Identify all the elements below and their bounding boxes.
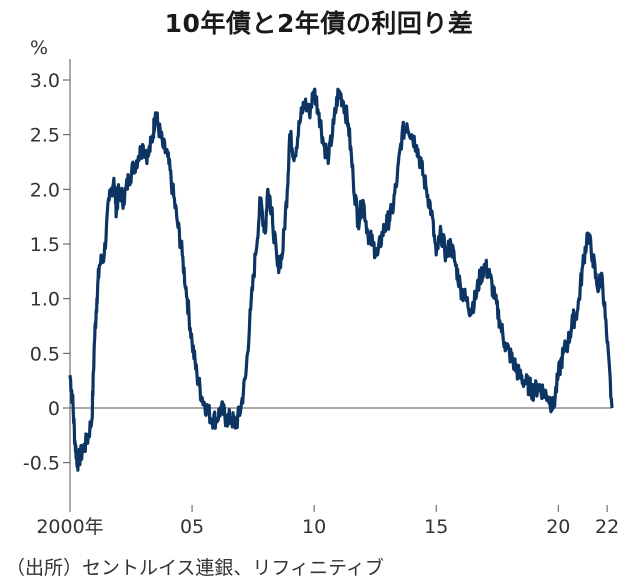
x-tick-label: 22 (595, 516, 619, 538)
y-tick-label: 1.5 (30, 234, 60, 256)
y-tick-label: 0 (48, 398, 60, 420)
y-tick-label: 1.0 (30, 289, 60, 311)
chart-ticks: % 3.0 2.5 2.0 1.5 1.0 0.5 0 -0.5 2000年 05 10 15 20 22 (23, 37, 619, 538)
x-tick-label: 2000年 (36, 516, 103, 538)
y-tick-label: -0.5 (23, 453, 60, 475)
chart-plot-area (68, 87, 614, 472)
x-tick-label: 05 (180, 516, 204, 538)
y-tick-label: 2.0 (30, 179, 60, 201)
chart-axes (69, 59, 612, 505)
source-note: （出所）セントルイス連銀、リフィニティブ (6, 557, 384, 579)
chart-title: 10年債と2年債の利回り差 (164, 9, 474, 38)
y-tick-label: 2.5 (30, 125, 60, 147)
y-tick-label: 0.5 (30, 343, 60, 365)
series-line (68, 87, 614, 472)
x-tick-label: 15 (424, 516, 448, 538)
x-tick-label: 10 (302, 516, 326, 538)
y-unit-label: % (30, 37, 48, 59)
x-tick-label: 20 (546, 516, 570, 538)
y-tick-label: 3.0 (30, 70, 60, 92)
